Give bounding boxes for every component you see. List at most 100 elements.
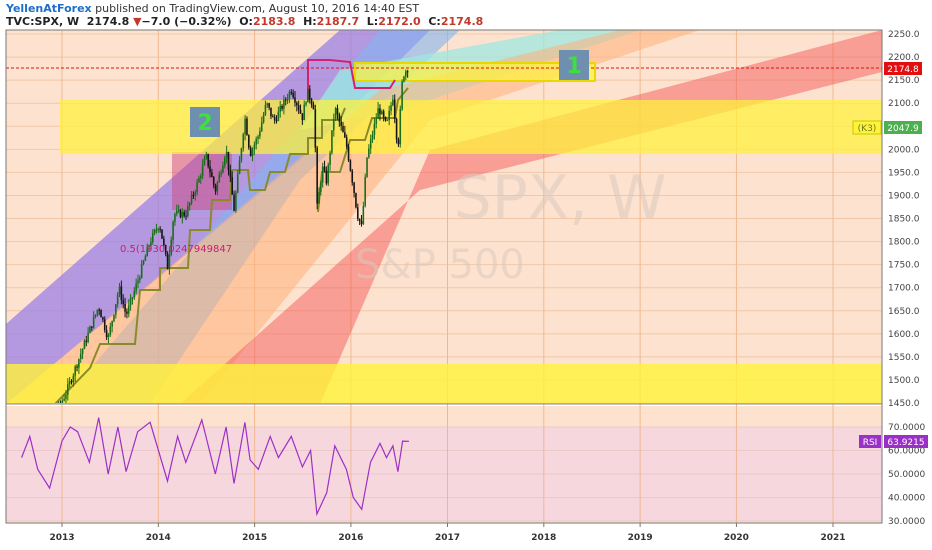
candle-body (222, 165, 224, 173)
candle-body (380, 111, 383, 115)
candle-body (331, 130, 333, 153)
yellow-zone-upper (60, 100, 882, 154)
candle-body (249, 147, 252, 156)
candle-body (288, 92, 291, 99)
candle-body (401, 81, 403, 110)
rsi-tick-label: 30.0000 (888, 517, 925, 527)
candle-body (262, 114, 265, 123)
candle-body (360, 221, 363, 225)
candle-body (371, 134, 374, 140)
candle-body (170, 239, 173, 255)
candle-body (113, 314, 115, 322)
candle-body (116, 294, 119, 305)
candle-body (275, 120, 278, 122)
candle-body (214, 185, 217, 192)
time-tick-label: 2013 (49, 533, 74, 543)
candle-body (196, 182, 198, 193)
candle-body (279, 106, 282, 112)
publish-line: YellenAtForex published on TradingView.c… (6, 2, 419, 15)
candle-body (67, 384, 69, 395)
candle-body (74, 366, 76, 376)
candle-body (403, 76, 405, 82)
candle-body (321, 166, 324, 183)
time-axis[interactable]: 2013 2014 2015 2016 2017 2018 2019 2020 2021 (49, 523, 846, 543)
candle-body (179, 210, 182, 218)
price-axis[interactable]: 1450.0 1500.0 1550.0 1600.0 1650.0 1700.0 1750… (888, 30, 920, 409)
candle-body (166, 253, 169, 270)
last-price: 2174.8 (86, 15, 130, 28)
red-channel (181, 30, 882, 403)
candle-body (103, 319, 106, 331)
price-tick-label: 1750.0 (888, 261, 920, 271)
candle-body (294, 97, 296, 103)
candle-body (240, 148, 243, 161)
candle-body (85, 340, 88, 342)
candle-body (107, 335, 110, 338)
candle-body (369, 139, 372, 149)
time-tick-label: 2020 (724, 533, 749, 543)
candle-body (355, 193, 357, 208)
candle-body (187, 205, 189, 217)
candle-body (109, 326, 112, 336)
candle-body (161, 229, 163, 239)
candle-body (94, 314, 97, 317)
candle-body (224, 157, 226, 166)
rsi-tick-label: 60.0000 (888, 447, 925, 457)
author-link[interactable]: YellenAtForex (6, 2, 92, 15)
yellow-zone-top (354, 62, 596, 82)
price-tick-label: 1450.0 (888, 399, 920, 409)
time-tick-label: 2014 (146, 533, 171, 543)
candle-body (137, 280, 139, 284)
high-label: H: (303, 15, 317, 28)
candle-body (126, 311, 128, 314)
candle-body (155, 229, 158, 231)
rsi-tick-label: 40.0000 (888, 494, 925, 504)
candle-body (277, 111, 280, 121)
candle-body (153, 229, 156, 233)
candle-body (329, 152, 331, 165)
rsi-series (21, 417, 410, 517)
candle-body (325, 170, 328, 184)
rsi-axis[interactable]: 30.0000 40.0000 50.0000 60.0000 70.0000 (888, 423, 925, 527)
symbol-line: TVC:SPX, W 2174.8 ▼−7.0 (−0.32%) O:2183.… (6, 15, 483, 28)
candle-body (323, 166, 326, 171)
candle-body (72, 375, 75, 383)
candle-body (257, 136, 259, 139)
price-tick-label: 2200.0 (888, 53, 920, 63)
candle-body (205, 153, 208, 159)
watermark-symbol: SPX, W (454, 163, 667, 233)
candle-body (388, 110, 390, 121)
candle-body (190, 194, 193, 203)
candle-body (344, 132, 346, 138)
candle-body (68, 381, 71, 385)
candle-body (203, 158, 206, 166)
box-label-2-text: 2 (197, 111, 212, 136)
candle-body (393, 99, 396, 119)
price-tick-label: 1600.0 (888, 330, 920, 340)
candles-layer (58, 69, 409, 403)
candle-body (140, 264, 143, 278)
price-tick-label: 1800.0 (888, 238, 920, 248)
candle-body (229, 170, 232, 178)
candle-body (390, 105, 392, 111)
olive-stepline (54, 107, 346, 403)
candle-body (305, 102, 307, 105)
candle-body (163, 238, 165, 246)
box-label-2: 2 (190, 107, 220, 137)
candle-body (70, 381, 73, 383)
candle-body (242, 134, 245, 149)
candle-body (299, 109, 302, 114)
candle-body (185, 215, 187, 217)
candle-body (248, 135, 250, 148)
candle-body (281, 106, 283, 109)
price-tick-label: 2000.0 (888, 145, 920, 155)
candle-body (142, 260, 145, 265)
candle-body (172, 221, 174, 240)
candle-body (157, 228, 160, 230)
candle-body (79, 354, 82, 360)
candle-body (216, 182, 219, 192)
candle-body (286, 98, 289, 101)
candle-body (131, 297, 134, 299)
